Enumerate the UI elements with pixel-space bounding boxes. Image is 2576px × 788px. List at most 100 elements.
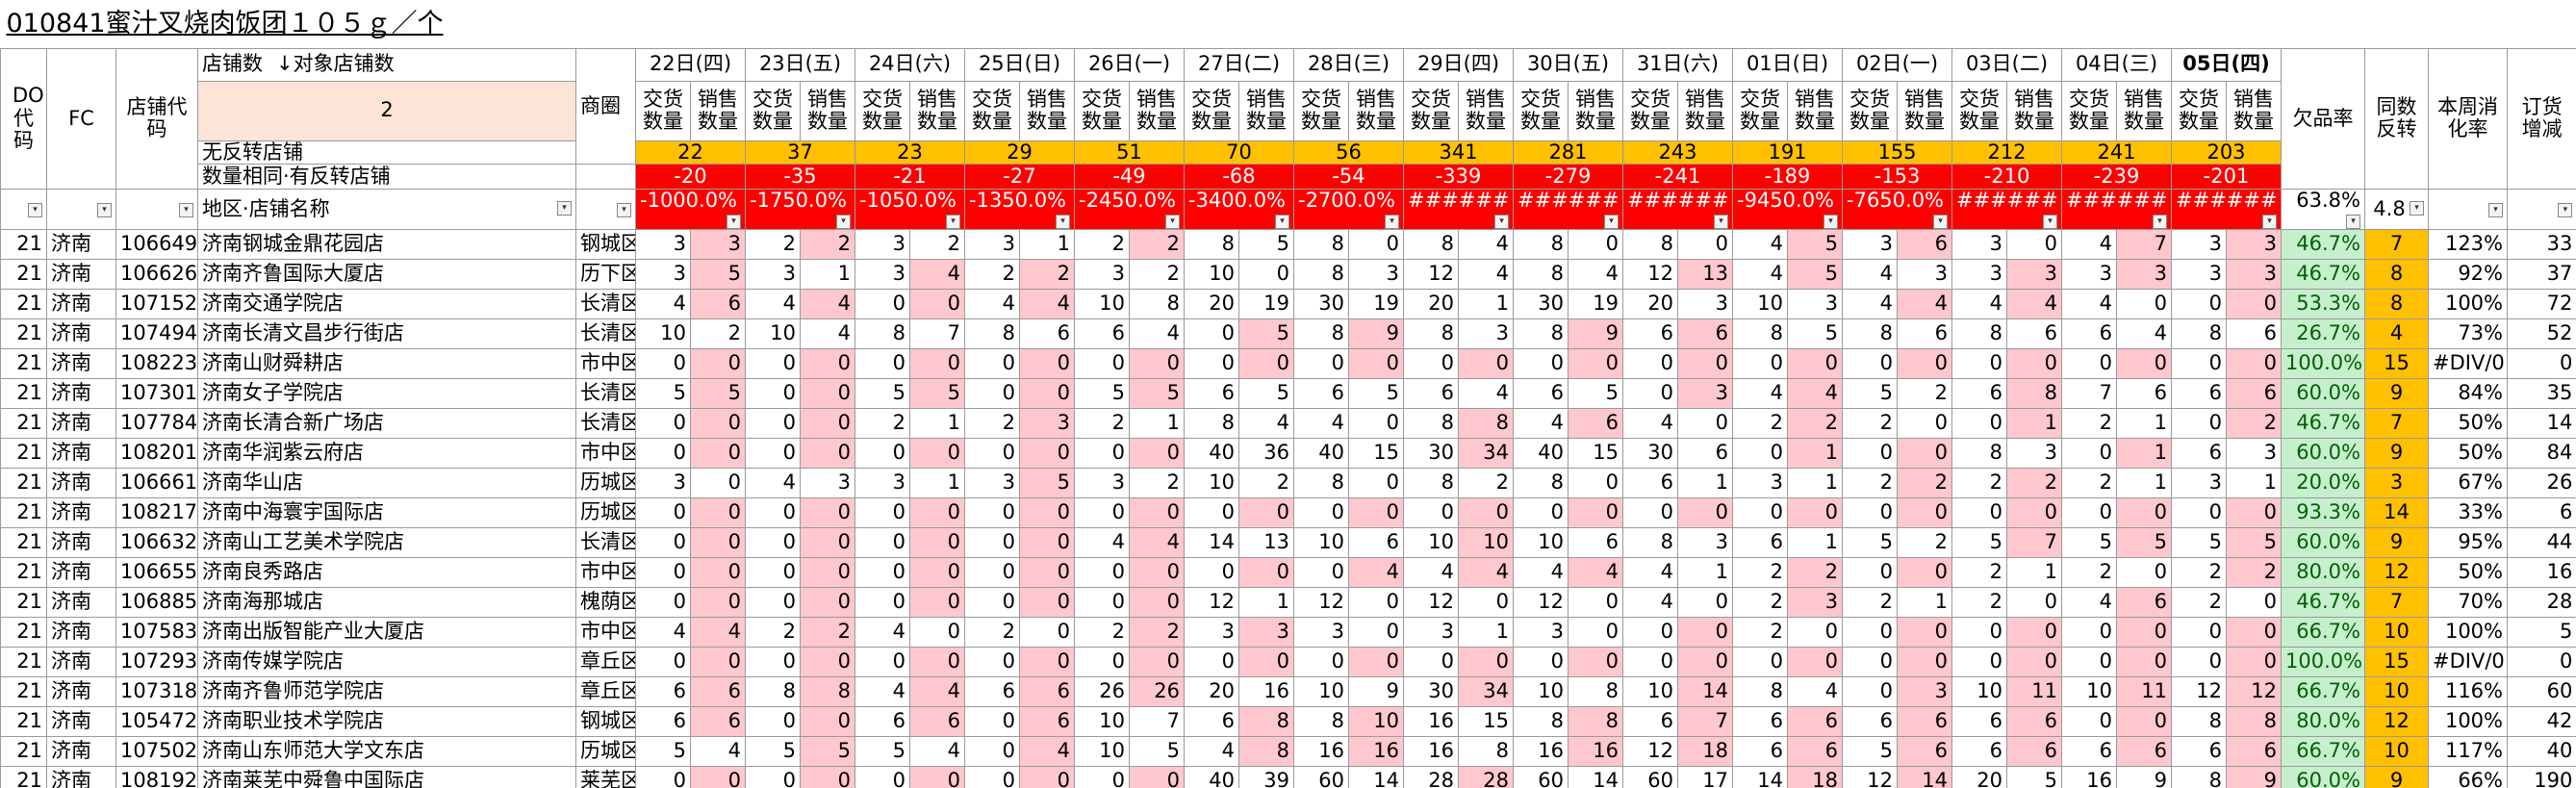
sales-qty: 0 bbox=[909, 526, 965, 558]
sales-qty: 3 bbox=[1677, 377, 1733, 409]
sales-qty: 3 bbox=[2226, 228, 2282, 260]
row: 21 济南 106649 济南钢城金鼎花园店 钢城区 3 3 2 2 3 2 3 1 2 2 8 5 8 0 8 4 8 0… bbox=[0, 228, 2576, 260]
no-reversal: 23 bbox=[854, 140, 965, 165]
delivery-qty: 20 bbox=[1184, 288, 1239, 319]
cell-text: 销售数量 bbox=[1246, 87, 1287, 133]
delivery-qty: 6 bbox=[1403, 377, 1459, 409]
order-change: 37 bbox=[2506, 258, 2576, 290]
filter-button[interactable]: ▾ bbox=[617, 203, 631, 218]
delivery-qty: 6 bbox=[1951, 735, 2007, 767]
filter-button[interactable]: ▾ bbox=[179, 203, 193, 218]
filter-button[interactable]: ▾ bbox=[1385, 214, 1399, 229]
cell-text: 销售数量 bbox=[2233, 87, 2274, 133]
sales-qty: 6 bbox=[690, 705, 746, 737]
sales-qty: 0 bbox=[1568, 586, 1623, 618]
header-cell: 销售数量 bbox=[2006, 80, 2062, 141]
header-cell: 商圈 bbox=[575, 47, 636, 165]
filter-button[interactable]: ▾ bbox=[1494, 214, 1509, 229]
reversal-count: 7 bbox=[2364, 586, 2429, 618]
delivery-qty: 0 bbox=[1293, 496, 1349, 528]
filter-button[interactable]: ▾ bbox=[727, 214, 741, 229]
digestion-rate: 50% bbox=[2428, 556, 2508, 588]
header-cell: 店铺数 ↓对象店铺数 bbox=[197, 47, 576, 82]
store-name: 济南出版智能产业大厦店 bbox=[197, 616, 576, 648]
filter-button[interactable]: ▾ bbox=[557, 200, 572, 216]
filter-button[interactable]: ▾ bbox=[1056, 214, 1070, 229]
sales-qty: 0 bbox=[909, 646, 965, 677]
store-code: 106655 bbox=[115, 556, 198, 588]
sales-qty: 5 bbox=[2226, 526, 2282, 558]
delivery-qty: 4 bbox=[745, 288, 801, 319]
do-code: 21 bbox=[0, 377, 47, 409]
delivery-qty: 40 bbox=[1184, 765, 1239, 788]
delivery-qty: 4 bbox=[1732, 258, 1788, 290]
filter-button[interactable]: ▾ bbox=[1714, 214, 1728, 229]
sales-qty: 1 bbox=[2116, 407, 2172, 439]
filter-button[interactable]: ▾ bbox=[1165, 214, 1180, 229]
sales-qty: 4 bbox=[2116, 318, 2172, 349]
delivery-qty: 40 bbox=[1184, 437, 1239, 469]
filter-button[interactable]: ▾ bbox=[946, 214, 960, 229]
filter-button[interactable]: ▾ bbox=[2410, 200, 2424, 216]
sales-qty: 0 bbox=[1348, 467, 1404, 498]
filter-button[interactable]: ▾ bbox=[1604, 214, 1619, 229]
filter-button[interactable]: ▾ bbox=[1824, 214, 1838, 229]
sales-qty: 4 bbox=[1787, 675, 1843, 707]
digestion-rate: 100% bbox=[2428, 288, 2508, 319]
sales-qty: 0 bbox=[2116, 347, 2172, 379]
delivery-qty: 3 bbox=[1951, 228, 2007, 260]
do-code: 21 bbox=[0, 288, 47, 319]
delivery-qty: 2 bbox=[1842, 586, 1898, 618]
sales-qty: 4 bbox=[1238, 407, 1294, 439]
sales-qty: 0 bbox=[1787, 347, 1843, 379]
sales-qty: 5 bbox=[1787, 318, 1843, 349]
store-name: 济南山财舜耕店 bbox=[197, 347, 576, 379]
filter-button[interactable]: ▾ bbox=[2153, 214, 2167, 229]
order-change: 52 bbox=[2506, 318, 2576, 349]
sales-qty: 8 bbox=[1458, 407, 1514, 439]
reversal-count: 10 bbox=[2364, 735, 2429, 767]
delivery-qty: 6 bbox=[1184, 377, 1239, 409]
sales-qty: 4 bbox=[1019, 288, 1075, 319]
header-cell: 销售数量 bbox=[2116, 80, 2172, 141]
delivery-qty: 0 bbox=[1622, 347, 1678, 379]
sales-qty: 6 bbox=[2116, 586, 2172, 618]
filter-button[interactable]: ▾ bbox=[836, 214, 851, 229]
filter-button[interactable]: ▾ bbox=[2346, 214, 2360, 229]
filter-button[interactable]: ▾ bbox=[1275, 214, 1289, 229]
delivery-qty: 6 bbox=[1074, 318, 1130, 349]
delivery-qty: 3 bbox=[635, 467, 691, 498]
delivery-qty: 0 bbox=[1842, 347, 1898, 379]
sales-qty: 5 bbox=[1129, 735, 1185, 767]
sales-qty: 5 bbox=[1238, 228, 1294, 260]
filter-button[interactable]: ▾ bbox=[28, 203, 42, 218]
sales-qty: 0 bbox=[2116, 496, 2172, 528]
filter-button[interactable]: ▾ bbox=[2488, 203, 2503, 218]
row: 无反转店铺 22 37 23 29 51 70 56 341 281 243 191 155 212 241… bbox=[1, 140, 2576, 165]
same-reversal: -49 bbox=[1074, 163, 1185, 190]
sales-qty: 4 bbox=[690, 616, 746, 648]
day-header: 28日(三) bbox=[1293, 47, 1404, 82]
delivery-qty: 4 bbox=[2061, 228, 2117, 260]
do-code: 21 bbox=[0, 526, 47, 558]
sales-qty: 5 bbox=[800, 735, 855, 767]
area: 槐荫区 bbox=[575, 586, 636, 618]
delivery-qty: 0 bbox=[2061, 347, 2117, 379]
digestion-rate: 50% bbox=[2428, 437, 2508, 469]
sales-qty: 0 bbox=[1568, 646, 1623, 677]
filter-button[interactable]: ▾ bbox=[2043, 214, 2057, 229]
sales-qty: 0 bbox=[2116, 616, 2172, 648]
delivery-qty: 20 bbox=[1403, 288, 1459, 319]
sales-qty: 2 bbox=[800, 616, 855, 648]
filter-button[interactable]: ▾ bbox=[2262, 214, 2277, 229]
sales-qty: 0 bbox=[1897, 556, 1952, 588]
delivery-qty: 0 bbox=[745, 407, 801, 439]
filter-button[interactable]: ▾ bbox=[1933, 214, 1948, 229]
filter-button[interactable]: ▾ bbox=[97, 203, 112, 218]
delivery-qty: 3 bbox=[854, 467, 910, 498]
filter-button[interactable]: ▾ bbox=[2558, 203, 2573, 218]
sales-qty: 5 bbox=[1568, 377, 1623, 409]
fc: 济南 bbox=[46, 377, 116, 409]
delivery-qty: 2 bbox=[1732, 586, 1788, 618]
sales-qty: 6 bbox=[1897, 318, 1952, 349]
